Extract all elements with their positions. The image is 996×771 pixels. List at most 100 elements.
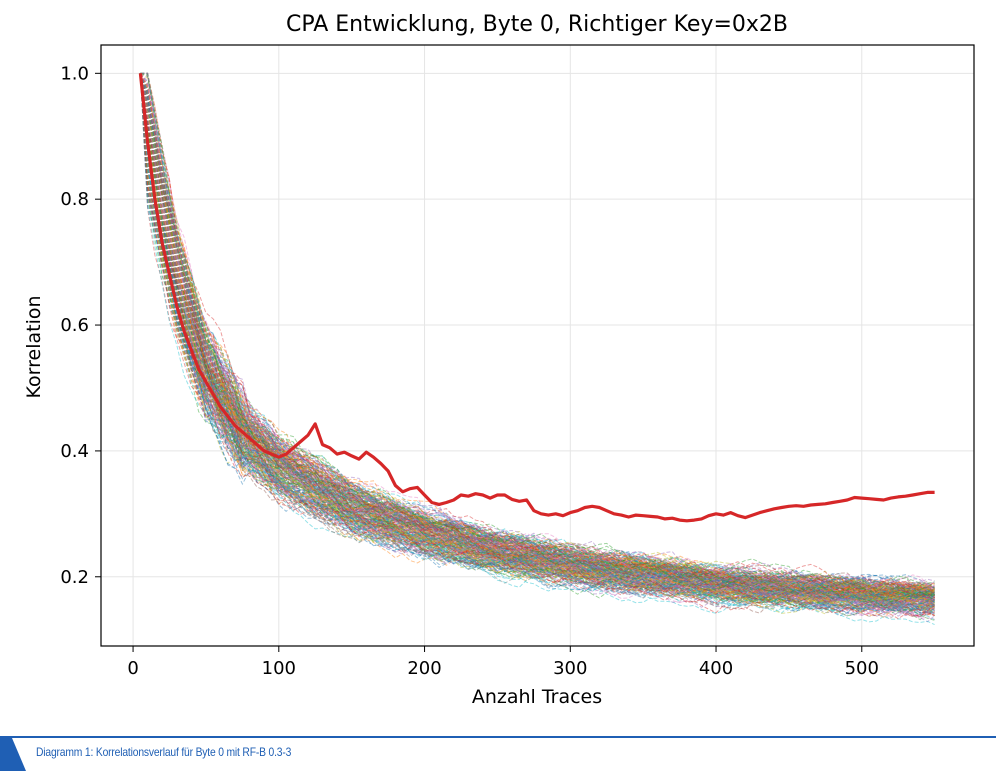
key-line (139, 73, 935, 604)
key-line (139, 73, 935, 603)
plot-frame (100, 44, 975, 647)
key-line (139, 73, 935, 614)
y-axis-ticks: 0.2 0.4 0.6 0.8 1.0 (60, 63, 101, 588)
key-line (139, 73, 935, 596)
caption-tab-icon (0, 738, 26, 771)
key-line (139, 73, 935, 594)
key-line (139, 73, 935, 603)
key-line (139, 73, 935, 611)
key-line (139, 73, 935, 596)
key-line (139, 73, 935, 610)
key-line (139, 73, 935, 604)
y-tick-label: 0.6 (60, 315, 89, 336)
key-line (139, 73, 935, 600)
key-line (139, 73, 935, 611)
key-line (139, 73, 935, 589)
key-line (139, 73, 935, 598)
key-line (139, 73, 935, 603)
key-line (139, 73, 935, 607)
key-line (139, 73, 935, 598)
key-line (139, 73, 935, 603)
key-line (139, 73, 935, 608)
key-line (139, 73, 935, 607)
key-line (139, 73, 935, 599)
key-line (139, 73, 935, 599)
key-line (139, 73, 935, 601)
key-line (139, 73, 935, 612)
key-line (139, 73, 935, 596)
key-line (139, 73, 935, 600)
key-line (139, 73, 935, 603)
key-line (139, 73, 935, 601)
key-line (139, 73, 935, 601)
highlight-series (138, 73, 935, 523)
key-line (139, 73, 935, 599)
key-line (139, 73, 935, 605)
key-line (139, 73, 935, 610)
key-line (139, 73, 935, 614)
key-line (139, 73, 935, 612)
key-line (139, 73, 935, 594)
key-line (139, 73, 935, 601)
key-line (139, 73, 935, 605)
key-line (139, 73, 935, 610)
key-line (139, 73, 935, 600)
key-line (139, 73, 935, 601)
key-line (139, 73, 935, 605)
key-line (139, 73, 935, 596)
key-line (139, 73, 935, 603)
key-line (139, 73, 935, 608)
key-line (139, 73, 935, 595)
key-line (139, 73, 935, 600)
key-line (139, 73, 935, 600)
key-line (139, 73, 935, 598)
key-line (139, 73, 935, 589)
key-line (140, 72, 935, 601)
key-line (139, 73, 935, 606)
y-tick-label: 0.2 (60, 567, 89, 588)
key-line (139, 73, 935, 606)
key-line (140, 72, 935, 595)
key-line (139, 73, 935, 605)
key-line (139, 73, 935, 611)
key-line (139, 73, 935, 611)
y-axis-label: Korrelation (23, 295, 45, 398)
key-line (139, 73, 935, 605)
key-line (139, 73, 935, 611)
key-line (139, 73, 935, 597)
key-line (139, 73, 935, 604)
key-line (139, 73, 935, 613)
key-line (139, 73, 935, 608)
key-line (139, 73, 935, 613)
key-line (139, 73, 935, 591)
key-line (139, 73, 935, 601)
key-line (139, 73, 935, 609)
key-line (139, 73, 935, 604)
key-line (140, 72, 935, 595)
key-line (139, 73, 935, 611)
key-line (139, 73, 935, 601)
key-line (140, 72, 935, 592)
key-line (139, 73, 935, 612)
key-line (139, 73, 935, 593)
key-line (139, 73, 935, 610)
key-line (139, 73, 935, 607)
key-line (139, 73, 935, 613)
key-line (139, 73, 935, 604)
key-line (139, 73, 935, 607)
key-line (140, 72, 935, 596)
key-line (139, 73, 935, 588)
key-line (139, 73, 935, 617)
key-line (139, 73, 935, 614)
key-line (139, 73, 935, 598)
key-line (139, 73, 935, 595)
key-line (140, 72, 935, 599)
key-line (139, 73, 935, 605)
key-line (139, 73, 935, 609)
key-line (139, 73, 935, 608)
key-line (139, 73, 935, 610)
key-line (140, 72, 935, 588)
key-line (139, 73, 935, 599)
key-line (139, 73, 935, 601)
key-line (139, 73, 935, 599)
